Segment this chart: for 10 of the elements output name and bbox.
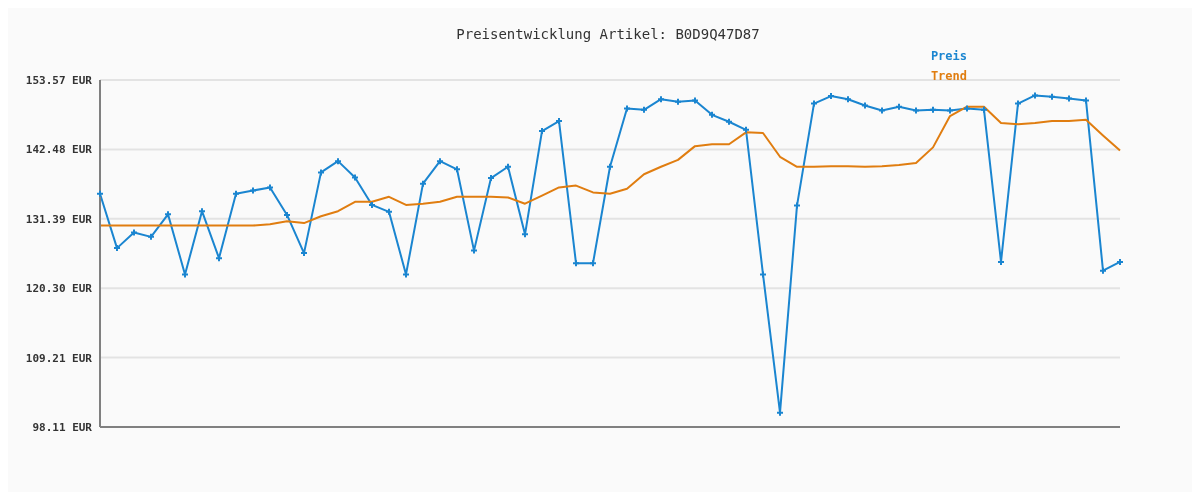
y-tick-label: 120.30 EUR xyxy=(25,282,93,296)
y-tick-label: 131.39 EUR xyxy=(25,212,93,226)
y-tick-label: 98.11 EUR xyxy=(32,421,93,434)
chart-title: Preisentwicklung Artikel: B0D9Q47D87 xyxy=(455,26,761,42)
series-label: Trend xyxy=(930,68,967,85)
line-series xyxy=(99,105,1121,227)
y-tick-label: 153.57 EUR xyxy=(25,74,93,87)
text: Preis xyxy=(930,48,967,65)
y-tick-label: 109.21 EUR xyxy=(25,351,93,365)
y-tick-label: 142.48 EUR xyxy=(25,143,93,157)
